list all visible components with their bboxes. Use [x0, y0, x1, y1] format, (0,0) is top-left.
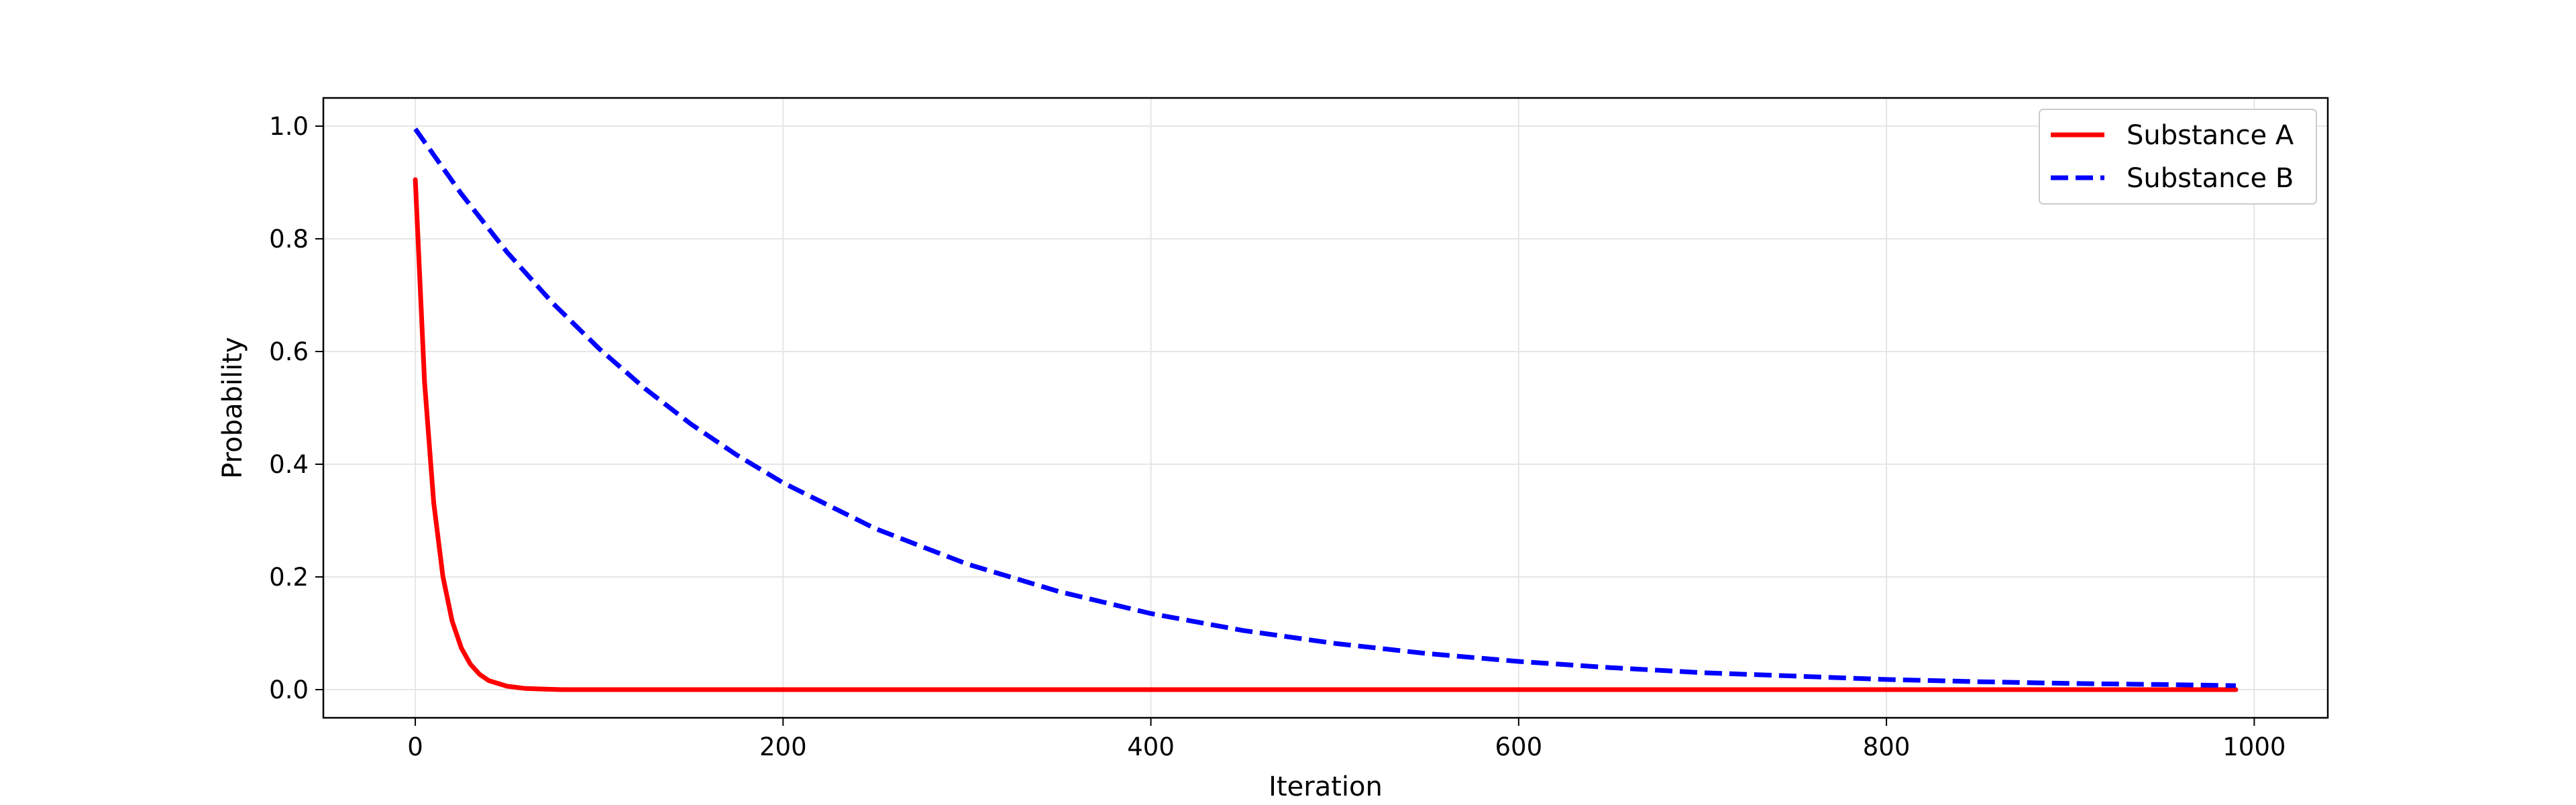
- legend-label-substance-a: Substance A: [2127, 120, 2294, 151]
- x-tick-label: 400: [1127, 733, 1175, 761]
- series-line-substance-b: [413, 127, 2236, 688]
- series-line-substance-a: [413, 177, 2239, 692]
- x-tick-label: 200: [759, 733, 807, 761]
- y-tick-label: 0.8: [269, 225, 309, 254]
- legend-label-substance-b: Substance B: [2127, 163, 2294, 194]
- y-tick-label: 0.4: [269, 450, 309, 479]
- legend-box: [2039, 109, 2317, 205]
- legend: Substance A Substance B: [2039, 109, 2317, 205]
- x-tick-label: 1000: [2222, 733, 2286, 761]
- plot-frame: [322, 97, 2329, 719]
- y-axis-label: Probability: [217, 337, 248, 478]
- x-tick-label: 800: [1863, 733, 1911, 761]
- x-tick-label: 600: [1495, 733, 1543, 761]
- x-axis-label: Iteration: [1269, 771, 1383, 802]
- y-tick-label: 0.6: [269, 337, 309, 366]
- y-tick-label: 0.2: [269, 563, 309, 592]
- x-tick-label: 0: [407, 733, 423, 761]
- y-tick-label: 0.0: [269, 676, 309, 704]
- series-lines: [413, 127, 2239, 692]
- y-tick-label: 1.0: [269, 112, 309, 141]
- axis-ticks: 0 200 400 600 800 1000 0.0 0.2 0.4 0.6 0.8 1.0: [269, 112, 2286, 761]
